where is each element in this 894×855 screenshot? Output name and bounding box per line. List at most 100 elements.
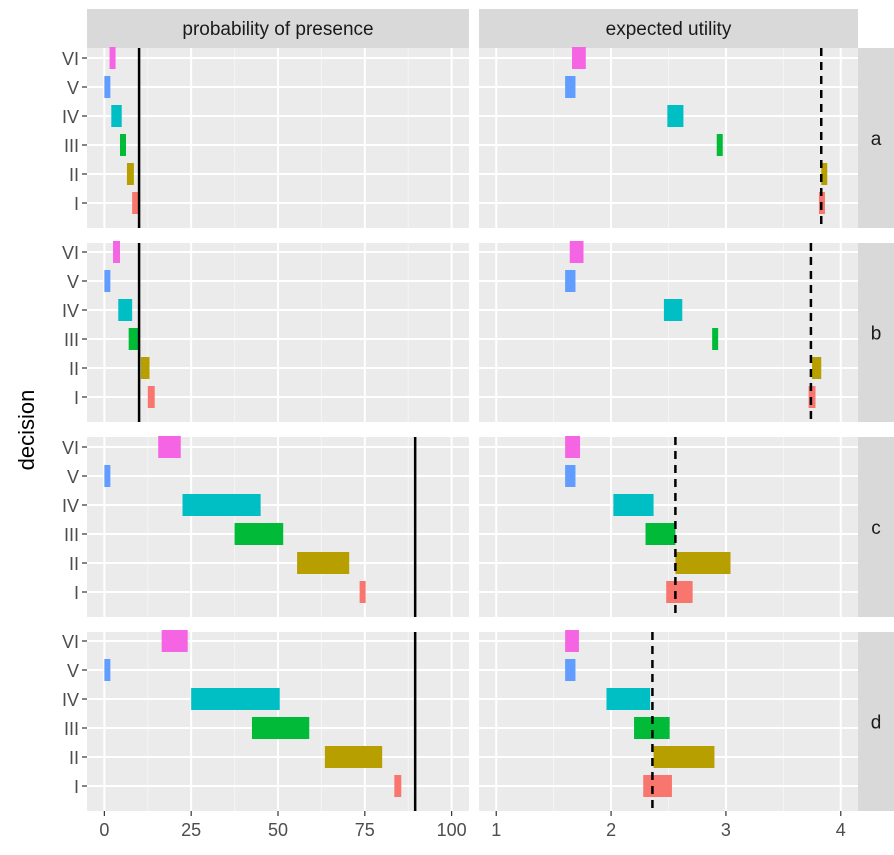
y-tick-label: IV	[62, 690, 79, 710]
y-tick-label: VI	[62, 438, 79, 458]
range-bar-VI	[109, 47, 116, 69]
y-tick-label: VI	[62, 49, 79, 69]
range-bar-I	[359, 581, 366, 603]
y-tick-label: I	[74, 583, 79, 603]
y-tick-label: II	[69, 748, 79, 768]
y-tick-label: II	[69, 554, 79, 574]
row-strip-label: a	[871, 129, 882, 150]
x-tick-label: 25	[181, 820, 201, 840]
x-tick-label: 50	[268, 820, 288, 840]
row-strip-label: b	[871, 324, 882, 345]
y-tick-label: III	[64, 136, 79, 156]
range-bar-I	[394, 775, 402, 797]
range-bar-I	[147, 386, 155, 408]
y-tick-label: IV	[62, 496, 79, 516]
column-strip-label: probability of presence	[182, 19, 373, 40]
y-tick-label: IV	[62, 301, 79, 321]
y-tick-label: IV	[62, 107, 79, 127]
row-strip	[858, 48, 894, 228]
y-tick-label: III	[64, 525, 79, 545]
range-bar-III	[716, 134, 723, 156]
y-axis-title: decision	[14, 390, 39, 471]
x-tick-label: 1	[491, 820, 501, 840]
range-bar-VI	[572, 47, 586, 69]
panel-d-1: 1 2 3 4	[479, 630, 858, 840]
range-bar-IV	[118, 299, 133, 321]
range-bar-VI	[161, 630, 188, 652]
row-strip-label: c	[871, 518, 881, 539]
y-tick-label: II	[69, 165, 79, 185]
range-bar-VI	[565, 436, 581, 458]
range-bar-III	[645, 523, 676, 545]
y-tick-label: III	[64, 330, 79, 350]
range-bar-I	[666, 581, 693, 603]
column-strip	[479, 9, 858, 48]
x-tick-label: 3	[721, 820, 731, 840]
x-tick-label: 4	[836, 820, 846, 840]
range-bar-III	[634, 717, 670, 739]
row-strip	[858, 243, 894, 422]
row-strip	[858, 437, 894, 617]
range-bar-II	[324, 746, 383, 768]
range-bar-III	[251, 717, 310, 739]
range-bar-II	[653, 746, 715, 768]
column-strip	[87, 9, 469, 48]
x-tick-label: 75	[355, 820, 375, 840]
x-tick-label: 0	[99, 820, 109, 840]
panel-a-1	[479, 47, 858, 228]
range-bar-V	[565, 76, 576, 98]
range-bar-V	[565, 659, 576, 681]
range-bar-V	[104, 659, 111, 681]
panel-c-1	[479, 436, 858, 617]
range-bar-II	[140, 357, 150, 379]
y-tick-label: V	[67, 467, 79, 487]
range-bar-VI	[158, 436, 181, 458]
row-strip	[858, 632, 894, 811]
x-tick-label: 100	[437, 820, 467, 840]
range-bar-II	[297, 552, 350, 574]
y-tick-label: I	[74, 388, 79, 408]
range-bar-IV	[613, 494, 654, 516]
row-strip-label: d	[871, 713, 882, 734]
range-bar-V	[104, 270, 111, 292]
range-bar-II	[675, 552, 731, 574]
range-bar-III	[234, 523, 284, 545]
range-bar-IV	[111, 105, 122, 127]
range-bar-IV	[182, 494, 261, 516]
y-tick-label: VI	[62, 243, 79, 263]
range-bar-II	[812, 357, 822, 379]
x-tick-label: 2	[606, 820, 616, 840]
range-bar-IV	[606, 688, 651, 710]
y-tick-label: II	[69, 359, 79, 379]
y-tick-label: III	[64, 719, 79, 739]
y-tick-label: VI	[62, 632, 79, 652]
panels: probability of presence expected utility a…	[62, 9, 894, 840]
y-tick-label: V	[67, 661, 79, 681]
y-tick-label: I	[74, 777, 79, 797]
column-strip-label: expected utility	[606, 19, 732, 40]
range-bar-V	[565, 465, 576, 487]
panel-b-1	[479, 241, 858, 422]
range-bar-V	[565, 270, 576, 292]
range-bar-V	[104, 76, 111, 98]
y-tick-label: I	[74, 194, 79, 214]
range-bar-IV	[663, 299, 683, 321]
range-bar-V	[104, 465, 111, 487]
y-tick-label: V	[67, 78, 79, 98]
range-bar-VI	[113, 241, 120, 263]
range-bar-III	[128, 328, 140, 350]
range-bar-VI	[569, 241, 584, 263]
range-bar-III	[712, 328, 719, 350]
range-bar-IV	[191, 688, 280, 710]
range-bar-IV	[667, 105, 684, 127]
range-bar-II	[126, 163, 134, 185]
range-bar-II	[821, 163, 828, 185]
range-bar-VI	[565, 630, 579, 652]
range-bar-III	[119, 134, 126, 156]
y-tick-label: V	[67, 272, 79, 292]
